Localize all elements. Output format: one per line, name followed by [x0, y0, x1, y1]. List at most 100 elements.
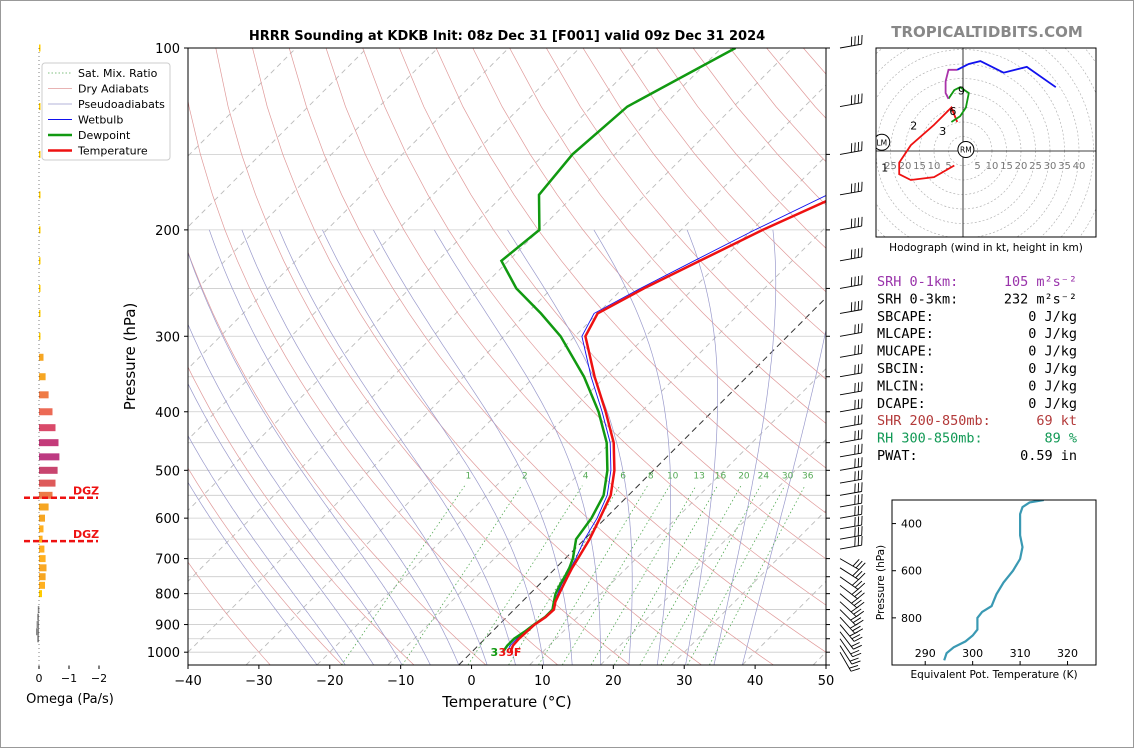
barb-flag: [854, 183, 856, 193]
moist-adiabat: [713, 229, 777, 665]
dgz-label: DGZ: [73, 528, 99, 541]
hodo-ring-label: 25: [1029, 161, 1042, 172]
barb-flag: [861, 515, 863, 526]
barb-flag: [857, 582, 866, 590]
barb-flag: [852, 569, 860, 577]
barb-flag: [857, 399, 860, 409]
barb-staff: [839, 372, 862, 378]
omega-bar: [39, 466, 58, 474]
wind-barb: [839, 93, 863, 107]
theta-e-x-tick-label: 320: [1057, 647, 1078, 660]
barb-flag: [850, 302, 853, 312]
dry-adiabat: [252, 48, 702, 665]
barb-flag: [854, 580, 863, 588]
barb-flag: [850, 183, 853, 193]
barb-staff: [839, 534, 862, 540]
wind-barb: [839, 651, 860, 672]
wind-barb: [839, 429, 863, 444]
wind-barb: [839, 593, 865, 609]
barb-staff: [839, 491, 862, 496]
omega-bar: [39, 373, 46, 381]
barb-flag: [857, 526, 860, 536]
omega-bar: [39, 226, 41, 234]
barb-flag: [861, 181, 863, 192]
wind-barb: [839, 216, 863, 231]
index-value: 232 m²s⁻²: [1004, 291, 1077, 307]
x-tick-label: 0: [467, 674, 475, 689]
wind-barb: [839, 363, 863, 378]
barb-flag: [854, 324, 856, 334]
omega-bar: [39, 581, 45, 589]
barb-staff: [839, 102, 862, 107]
omega-tick-label: −2: [91, 672, 107, 685]
mixing-ratio-line: [341, 485, 466, 665]
dry-adiabat: [215, 48, 630, 665]
barb-flag: [854, 248, 856, 259]
barb-flag: [857, 444, 860, 454]
barb-flag: [851, 597, 860, 604]
dry-adiabat: [545, 48, 826, 380]
y-axis-label: Pressure (hPa): [121, 303, 139, 411]
barb-flag: [850, 36, 853, 47]
barb-staff: [839, 558, 860, 570]
omega-bar: [39, 150, 41, 158]
theta-e-x-tick-label: 310: [1010, 647, 1031, 660]
mixing-ratio-line: [613, 485, 718, 665]
omega-bar: [39, 353, 44, 361]
legend-label: Dry Adiabats: [78, 83, 149, 96]
barb-staff: [839, 513, 862, 519]
wind-barb: [839, 536, 863, 550]
isotherm: [529, 368, 826, 665]
barb-flag: [861, 493, 863, 504]
isotherm: [188, 48, 793, 653]
mixing-ratio-line: [687, 485, 786, 665]
barb-flag: [853, 599, 862, 606]
omega-bar: [39, 590, 42, 598]
barb-flag: [861, 414, 863, 424]
dry-adiabat: [188, 561, 271, 665]
omega-bar: [39, 284, 41, 292]
omega-bar: [39, 479, 56, 487]
hodo-height-label: 3: [939, 125, 946, 138]
barb-flag: [857, 430, 860, 440]
barb-flag: [851, 642, 860, 647]
moist-adiabat: [188, 481, 318, 665]
moist-adiabat: [322, 229, 545, 665]
index-label: MLCIN:: [877, 378, 926, 394]
barb-flag: [854, 506, 856, 516]
wind-barb: [839, 482, 863, 496]
theta-e-y-tick-label: 800: [901, 612, 922, 625]
hodo-ring-label: 5: [974, 161, 980, 172]
barb-flag: [854, 445, 856, 455]
wind-barbs: [839, 34, 866, 672]
wind-barb: [839, 558, 866, 570]
barb-flag: [853, 636, 863, 642]
dry-adiabat: [582, 48, 826, 336]
barb-flag: [861, 443, 863, 454]
hodo-segment: [944, 68, 958, 100]
omega-bar: [39, 514, 45, 522]
barb-flag: [861, 470, 863, 480]
barb-flag: [851, 660, 861, 665]
moist-adiabat: [685, 229, 718, 665]
hodo-ring-label-left: 10: [928, 161, 941, 172]
barb-flag: [849, 657, 859, 662]
dry-adiabat: [435, 48, 826, 514]
barb-flag: [857, 217, 860, 227]
mixing-ratio-label: 8: [648, 472, 654, 482]
barb-staff: [839, 576, 859, 590]
dry-adiabat: [325, 48, 826, 653]
wind-barb: [839, 645, 861, 665]
mixing-ratio-label: 10: [667, 472, 679, 482]
storm-motion-marker: [876, 133, 891, 151]
barb-flag: [850, 143, 853, 153]
isotherm: [188, 48, 509, 370]
hodo-frame: [875, 47, 1097, 238]
mixing-ratio-label: 36: [802, 472, 814, 482]
barb-flag: [857, 382, 860, 392]
barb-flag: [854, 276, 856, 286]
moist-adiabat: [741, 328, 826, 665]
barb-staff: [839, 309, 862, 314]
isotherm: [188, 48, 722, 582]
barb-flag: [850, 277, 853, 287]
